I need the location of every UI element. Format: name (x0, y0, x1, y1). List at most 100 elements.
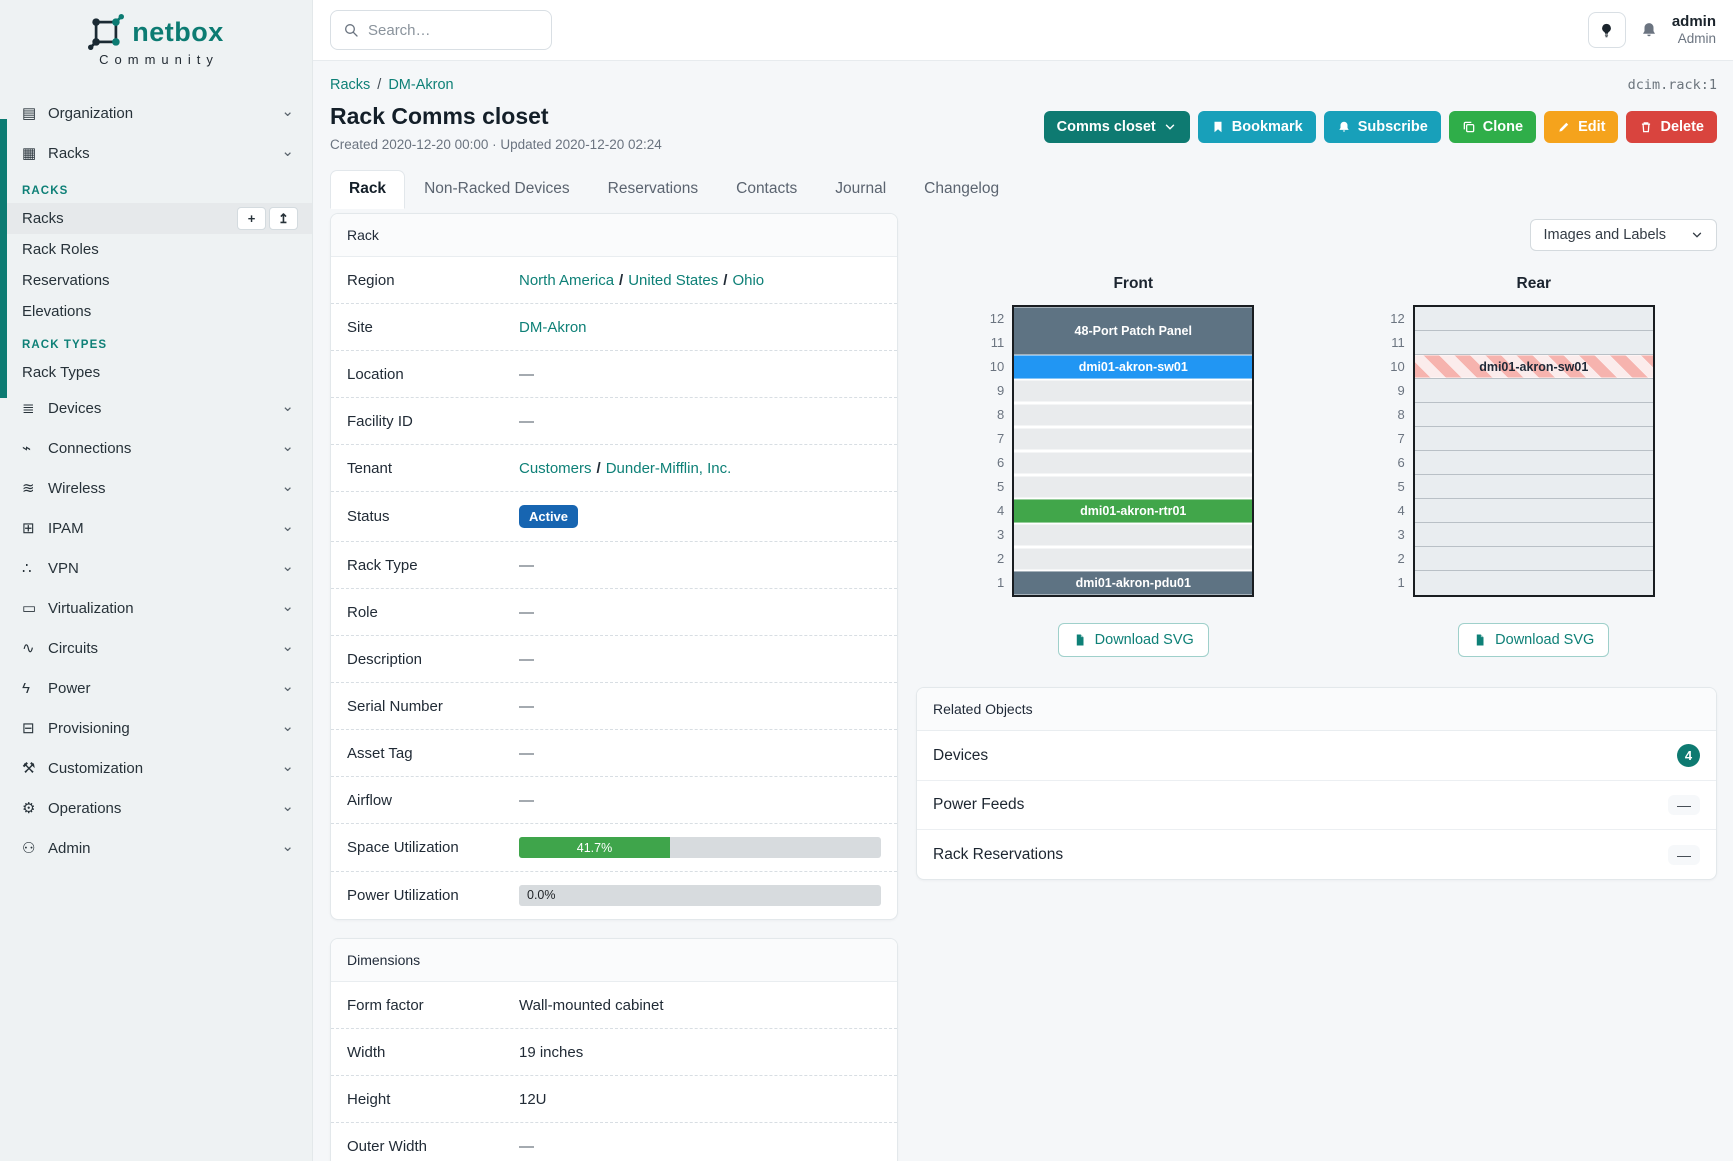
value-link[interactable]: Dunder-Mifflin, Inc. (605, 459, 732, 477)
tab-reservations[interactable]: Reservations (607, 180, 699, 197)
download-svg-button[interactable]: Download SVG (1057, 623, 1209, 657)
row-value: — (519, 413, 881, 430)
row-value: 0.0% (519, 885, 881, 906)
rack-slot-empty[interactable] (1014, 379, 1253, 403)
rack-slot-empty[interactable] (1014, 523, 1253, 547)
sidebar-item-rack-roles[interactable]: Rack Roles (0, 234, 312, 265)
sidebar-item-connections[interactable]: ⌁ Connections ⌄ (0, 428, 312, 468)
chevron-down-icon: ⌄ (281, 518, 294, 535)
sidebar-item-rack-types[interactable]: Rack Types (0, 357, 312, 388)
row-value: — (519, 651, 881, 668)
copy-icon (1462, 120, 1476, 134)
rack-slot-empty[interactable] (1414, 523, 1653, 547)
rack-slot-empty[interactable] (1414, 499, 1653, 523)
download-svg-button[interactable]: Download SVG (1458, 623, 1610, 657)
sidebar-item-vpn[interactable]: ∴ VPN ⌄ (0, 548, 312, 588)
rack-slot-empty[interactable] (1414, 571, 1653, 595)
sidebar-item-racks[interactable]: Racks + ↥ (0, 203, 312, 234)
related-row-devices[interactable]: Devices 4 (917, 731, 1716, 781)
sidebar-item-virtualization[interactable]: ▭ Virtualization ⌄ (0, 588, 312, 628)
unit-number: 2 (997, 551, 1005, 566)
rack-slot-device[interactable]: dmi01-akron-sw01 (1014, 355, 1253, 379)
rack-panel-rows: Region North America / United States / Ohio Si… (331, 257, 897, 919)
sidebar-item-organization[interactable]: ▤ Organization ⌄ (0, 93, 312, 133)
breadcrumb-link[interactable]: Racks (330, 77, 371, 93)
sidebar-item-elevations[interactable]: Elevations (0, 296, 312, 327)
empty-value: — (519, 556, 534, 574)
comms-closet-dropdown[interactable]: Comms closet (1043, 111, 1190, 143)
status-badge: Active (519, 505, 579, 528)
related-row-rack-reservations[interactable]: Rack Reservations — (917, 830, 1716, 879)
sidebar-item-admin[interactable]: ⚇ Admin ⌄ (0, 828, 312, 868)
value-link[interactable]: United States (628, 271, 719, 289)
rack-slot-empty[interactable] (1414, 427, 1653, 451)
rack-slot-empty[interactable] (1414, 475, 1653, 499)
tab-non-racked-devices[interactable]: Non-Racked Devices (424, 180, 570, 197)
subscribe-button[interactable]: Subscribe (1323, 111, 1441, 143)
user-menu[interactable]: admin Admin (1672, 13, 1716, 47)
sidebar-item-ipam[interactable]: ⊞ IPAM ⌄ (0, 508, 312, 548)
rack-slot-empty[interactable] (1414, 379, 1653, 403)
chevron-down-icon: ⌄ (281, 398, 294, 415)
brand[interactable]: netbox Community (0, 0, 312, 67)
rack-slot-empty[interactable] (1414, 451, 1653, 475)
rack-slot-empty[interactable] (1014, 547, 1253, 571)
search-input[interactable] (368, 21, 539, 39)
sidebar-item-customization[interactable]: ⚒ Customization ⌄ (0, 748, 312, 788)
sidebar-item-operations[interactable]: ⚙ Operations ⌄ (0, 788, 312, 828)
rack-slot-empty[interactable] (1014, 475, 1253, 499)
clone-button[interactable]: Clone (1448, 111, 1537, 143)
import-racks-button[interactable]: ↥ (269, 207, 298, 230)
rack-slot-empty[interactable] (1414, 331, 1653, 355)
value-link[interactable]: Ohio (732, 271, 765, 289)
sidebar-item-racks[interactable]: ▦ Racks ⌄ (0, 133, 312, 173)
rack-slot-device[interactable]: 48-Port Patch Panel (1014, 307, 1253, 355)
button-label: Subscribe (1357, 119, 1428, 135)
sidebar-item-devices[interactable]: ≣ Devices ⌄ (0, 388, 312, 428)
breadcrumb-link[interactable]: DM-Akron (388, 77, 454, 93)
rack-slot-device[interactable]: dmi01-akron-pdu01 (1014, 571, 1253, 595)
tab-rack[interactable]: Rack (330, 170, 406, 209)
edit-button[interactable]: Edit (1544, 111, 1619, 143)
rack-slot-empty[interactable] (1014, 451, 1253, 475)
unit-number: 8 (1397, 407, 1405, 422)
search-icon (343, 22, 359, 38)
ipam-icon: ⊞ (22, 520, 35, 537)
rack-slot-empty[interactable] (1414, 307, 1653, 331)
value-link[interactable]: DM-Akron (519, 318, 587, 336)
theme-toggle-button[interactable] (1587, 12, 1626, 48)
sidebar-item-provisioning[interactable]: ⊟ Provisioning ⌄ (0, 708, 312, 748)
tab-journal[interactable]: Journal (835, 180, 887, 197)
related-row-power-feeds[interactable]: Power Feeds — (917, 781, 1716, 830)
search-box[interactable] (330, 10, 552, 50)
elevation-rear: Rear 12 11 10 9 8 7 6 5 4 3 2 1 dmi01-akron-sw01 Downl… (1317, 261, 1718, 657)
sidebar-item-reservations[interactable]: Reservations (0, 265, 312, 296)
table-row: Description — (331, 636, 897, 683)
notifications-bell-icon[interactable] (1640, 21, 1658, 39)
rack-slot-empty[interactable] (1014, 427, 1253, 451)
sidebar-item-power[interactable]: ϟ Power ⌄ (0, 668, 312, 708)
rack-slot-empty[interactable] (1414, 403, 1653, 427)
rack-slot-empty[interactable] (1014, 403, 1253, 427)
user-name: admin (1671, 12, 1716, 30)
sidebar-item-wireless[interactable]: ≋ Wireless ⌄ (0, 468, 312, 508)
tab-changelog[interactable]: Changelog (924, 180, 1000, 197)
value-link[interactable]: Customers (519, 459, 592, 477)
chevron-down-icon: ⌄ (281, 678, 294, 695)
table-row: Tenant Customers / Dunder-Mifflin, Inc. (331, 445, 897, 492)
unit-number: 3 (997, 527, 1005, 542)
add-rack-button[interactable]: + (237, 207, 266, 230)
rack-slot-device[interactable]: dmi01-akron-rtr01 (1014, 499, 1253, 523)
rack-slot-device[interactable]: dmi01-akron-sw01 (1414, 355, 1653, 379)
rack-slot-empty[interactable] (1414, 547, 1653, 571)
value-link[interactable]: North America (519, 271, 615, 289)
sidebar-item-circuits[interactable]: ∿ Circuits ⌄ (0, 628, 312, 668)
elevation-view-select[interactable]: Images and Labels (1530, 219, 1717, 251)
empty-value: — (519, 365, 534, 383)
tab-contacts[interactable]: Contacts (736, 180, 798, 197)
delete-button[interactable]: Delete (1626, 111, 1717, 143)
chevron-down-icon: ⌄ (281, 143, 294, 160)
provisioning-icon: ⊟ (22, 720, 35, 737)
row-label: Airflow (347, 791, 393, 809)
bookmark-button[interactable]: Bookmark (1197, 111, 1316, 143)
